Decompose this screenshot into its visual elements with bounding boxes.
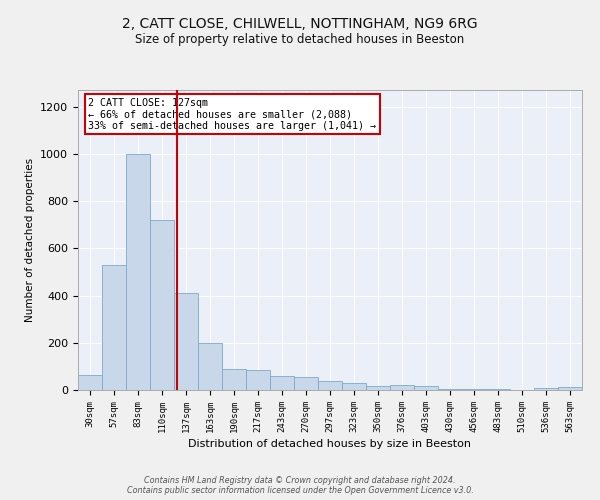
Bar: [342, 383, 366, 390]
Bar: [198, 343, 222, 390]
Bar: [102, 265, 126, 390]
Bar: [366, 386, 390, 390]
Bar: [390, 386, 414, 390]
Bar: [126, 154, 150, 390]
Bar: [294, 377, 318, 390]
Bar: [78, 374, 102, 390]
Bar: [534, 388, 558, 390]
Bar: [174, 293, 198, 390]
X-axis label: Distribution of detached houses by size in Beeston: Distribution of detached houses by size …: [188, 439, 472, 449]
Text: 2 CATT CLOSE: 127sqm
← 66% of detached houses are smaller (2,088)
33% of semi-de: 2 CATT CLOSE: 127sqm ← 66% of detached h…: [88, 98, 376, 130]
Bar: [246, 370, 270, 390]
Y-axis label: Number of detached properties: Number of detached properties: [25, 158, 35, 322]
Bar: [462, 389, 486, 390]
Bar: [558, 387, 582, 390]
Bar: [438, 389, 462, 390]
Text: Size of property relative to detached houses in Beeston: Size of property relative to detached ho…: [136, 32, 464, 46]
Bar: [150, 220, 174, 390]
Bar: [414, 386, 438, 390]
Bar: [222, 368, 246, 390]
Text: 2, CATT CLOSE, CHILWELL, NOTTINGHAM, NG9 6RG: 2, CATT CLOSE, CHILWELL, NOTTINGHAM, NG9…: [122, 18, 478, 32]
Bar: [486, 389, 510, 390]
Bar: [270, 376, 294, 390]
Text: Contains HM Land Registry data © Crown copyright and database right 2024.
Contai: Contains HM Land Registry data © Crown c…: [127, 476, 473, 495]
Bar: [318, 380, 342, 390]
